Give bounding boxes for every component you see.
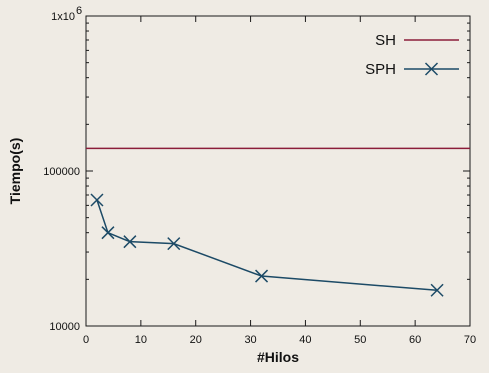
series-layer <box>86 147 470 297</box>
x-tick-label: 30 <box>244 334 256 346</box>
legend-label-sph: SPH <box>365 61 396 78</box>
data-point-sph <box>255 269 269 283</box>
y-axis-ticks: 10000 100000 1x10 6 <box>43 5 470 333</box>
data-point-sph <box>101 226 115 240</box>
y-tick-label: 1x10 <box>51 11 75 23</box>
data-point-sph <box>123 235 137 249</box>
x-tick-label: 70 <box>464 334 476 346</box>
plot-frame <box>85 15 471 327</box>
data-point-sph <box>167 237 181 251</box>
y-axis-title: Tiempo(s) <box>7 138 23 205</box>
x-tick-label: 50 <box>354 334 366 346</box>
x-tick-label: 10 <box>135 334 147 346</box>
axes <box>85 15 471 327</box>
legend-marker-sph <box>424 62 439 76</box>
series-line-sph <box>96 199 438 292</box>
y-tick-label: 100000 <box>43 166 80 178</box>
x-tick-label: 60 <box>409 334 421 346</box>
data-point-sph <box>430 283 444 297</box>
x-tick-label: 40 <box>299 334 311 346</box>
x-axis-title: #Hilos <box>257 349 299 365</box>
x-tick-label: 0 <box>83 334 89 346</box>
legend: SH SPH <box>365 32 459 78</box>
x-tick-label: 20 <box>190 334 202 346</box>
x-axis-ticks: 0 10 20 30 40 50 60 70 <box>83 16 476 346</box>
y-tick-label-exponent: 6 <box>76 5 82 17</box>
data-point-sph <box>90 193 104 207</box>
y-tick-label: 10000 <box>49 321 80 333</box>
legend-label-sh: SH <box>375 32 396 49</box>
